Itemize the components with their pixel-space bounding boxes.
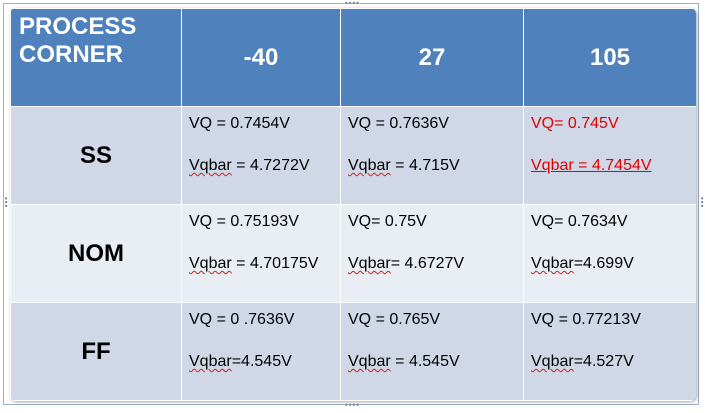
vqbar-value: Vqbar= 4.6727V (348, 255, 465, 272)
corner-header-line1: PROCESS (19, 13, 137, 40)
resize-handle-right[interactable]: ••• (697, 196, 705, 208)
vq-value: VQ= 0.7634V (531, 213, 628, 230)
vq-value: VQ = 0.75193V (189, 213, 299, 230)
vqbar-value: Vqbar=4.545V (189, 353, 292, 370)
selection-frame (3, 3, 699, 405)
cell-nom-27[interactable]: VQ= 0.75V Vqbar= 4.6727V (340, 204, 524, 303)
cell-ff-105[interactable]: VQ = 0.77213V Vqbar=4.527V (523, 302, 696, 401)
resize-handle-bottom[interactable]: •••• (344, 401, 360, 410)
cell-ss-105[interactable]: VQ= 0.745V Vqbar = 4.7454V (523, 106, 696, 205)
process-corner-table[interactable]: PROCESS CORNER -40 27 105 SS VQ = 0.7454… (10, 8, 696, 401)
cell-ss-27[interactable]: VQ = 0.7636V Vqbar = 4.715V (340, 106, 524, 205)
cell-ss-minus40[interactable]: VQ = 0.7454V Vqbar = 4.7272V (181, 106, 341, 205)
corner-header[interactable]: PROCESS CORNER (10, 8, 182, 107)
vq-value: VQ = 0.7636V (348, 115, 449, 132)
temp-header-105[interactable]: 105 (523, 8, 696, 107)
corner-header-line2: CORNER (19, 41, 124, 68)
vq-value: VQ = 0.77213V (531, 311, 641, 328)
cell-ff-27[interactable]: VQ = 0.765V Vqbar = 4.545V (340, 302, 524, 401)
vqbar-value: Vqbar = 4.70175V (189, 255, 319, 272)
cell-nom-105[interactable]: VQ= 0.7634V Vqbar=4.699V (523, 204, 696, 303)
temp-header-27[interactable]: 27 (340, 8, 524, 107)
row-header-nom[interactable]: NOM (10, 204, 182, 303)
row-header-ss[interactable]: SS (10, 106, 182, 205)
resize-handle-top[interactable]: •••• (344, 0, 360, 8)
vqbar-value: Vqbar = 4.7272V (189, 157, 310, 174)
vqbar-value: Vqbar=4.699V (531, 255, 634, 272)
vq-value: VQ = 0 .7636V (189, 311, 295, 328)
table-row-ff: FF VQ = 0 .7636V Vqbar=4.545V VQ = 0.765… (10, 302, 696, 401)
vqbar-value: Vqbar = 4.545V (348, 353, 460, 370)
vq-value: VQ = 0.7454V (189, 115, 290, 132)
table-row-ss: SS VQ = 0.7454V Vqbar = 4.7272V VQ = 0.7… (10, 106, 696, 205)
vq-value: VQ= 0.745V (531, 115, 619, 132)
temp-header-minus40[interactable]: -40 (181, 8, 341, 107)
header-row: PROCESS CORNER -40 27 105 (10, 8, 696, 107)
resize-handle-left[interactable]: ••• (1, 196, 10, 208)
vqbar-value: Vqbar=4.527V (531, 353, 634, 370)
vqbar-value: Vqbar = 4.7454V (531, 157, 652, 174)
vq-value: VQ= 0.75V (348, 213, 427, 230)
vqbar-value: Vqbar = 4.715V (348, 157, 460, 174)
cell-nom-minus40[interactable]: VQ = 0.75193V Vqbar = 4.70175V (181, 204, 341, 303)
row-header-ff[interactable]: FF (10, 302, 182, 401)
table-row-nom: NOM VQ = 0.75193V Vqbar = 4.70175V VQ= 0… (10, 204, 696, 303)
vq-value: VQ = 0.765V (348, 311, 441, 328)
cell-ff-minus40[interactable]: VQ = 0 .7636V Vqbar=4.545V (181, 302, 341, 401)
